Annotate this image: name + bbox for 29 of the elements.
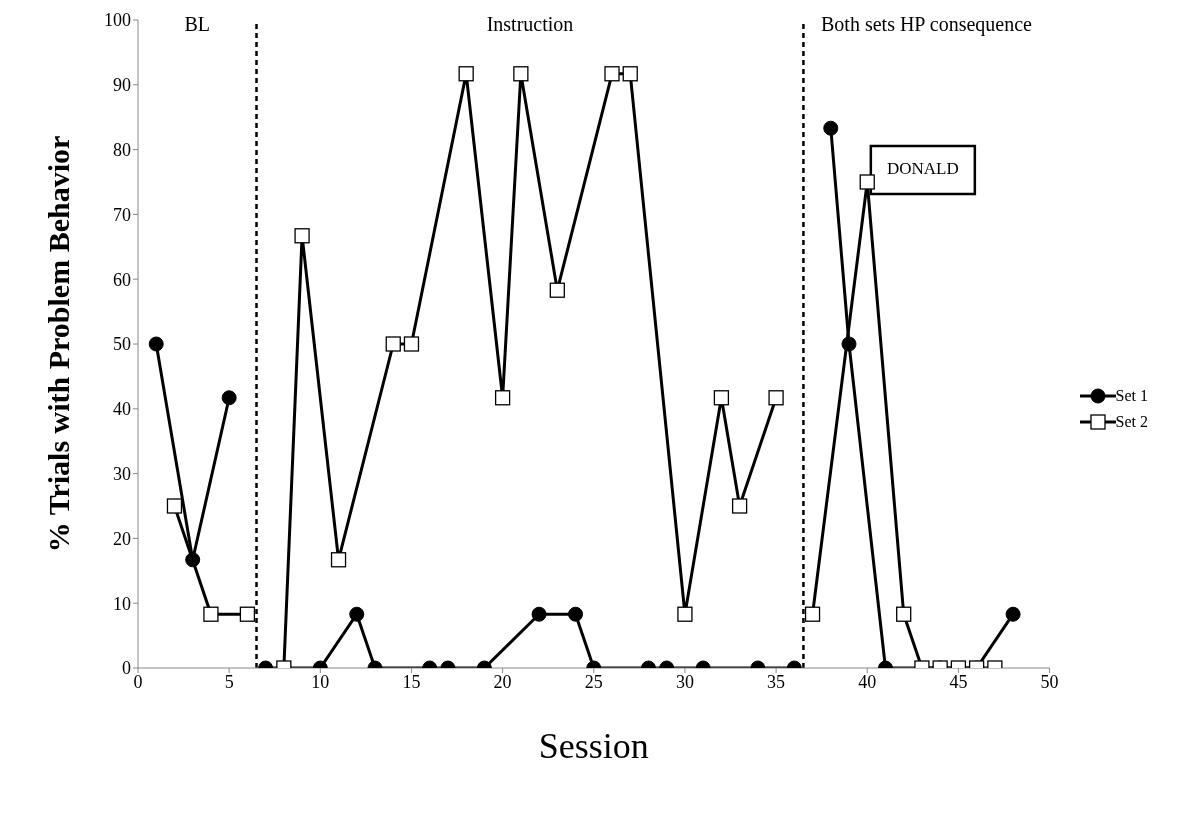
x-tick-label: 5: [224, 671, 234, 692]
y-tick-label: 80: [113, 139, 131, 160]
annotation: Instruction: [486, 12, 574, 35]
x-tick-label: 30: [675, 671, 694, 692]
y-tick-label: 100: [104, 10, 131, 31]
annotation: BL: [184, 12, 211, 35]
y-tick-label: 30: [113, 463, 131, 484]
y-tick-label: 20: [113, 528, 131, 549]
x-tick-label: 25: [584, 671, 603, 692]
x-tick-label: 15: [402, 671, 421, 692]
y-tick-label: 70: [113, 204, 131, 225]
y-axis-title: % Trials with Problem Behavior: [41, 135, 75, 553]
y-tick-label: 0: [122, 658, 131, 679]
y-tick-label: 40: [113, 399, 131, 420]
x-tick-label: 45: [949, 671, 968, 692]
x-tick-label: 50: [1040, 671, 1059, 692]
x-tick-label: 10: [311, 671, 330, 692]
x-axis-title: Session: [538, 726, 649, 766]
annotation: DONALD: [886, 158, 959, 178]
x-tick-label: 40: [858, 671, 877, 692]
legend-label: Set 1: [1115, 387, 1148, 405]
x-tick-label: 20: [493, 671, 512, 692]
x-tick-label: 35: [767, 671, 786, 692]
legend-label: Set 2: [1115, 413, 1148, 431]
y-tick-label: 90: [113, 75, 131, 96]
annotation: Both sets HP consequence: [821, 12, 1033, 36]
y-tick-label: 10: [113, 593, 131, 614]
y-tick-label: 60: [113, 269, 131, 290]
y-tick-label: 50: [113, 334, 131, 355]
